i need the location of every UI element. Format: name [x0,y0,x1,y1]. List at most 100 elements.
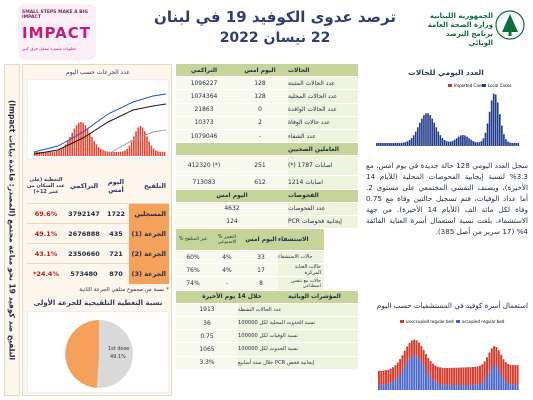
bed-occupied-bar [394,379,397,390]
vaccine-doses-svg [33,93,167,156]
table-row: 60% 4% 33 حالات الاستشفاء [176,251,358,265]
daily-case-bar [482,138,485,146]
legend-local-label: Local Cases [488,83,512,88]
hosp-header-label: الاستشفاء [278,229,324,251]
vaccine-dose-bar [58,150,60,156]
cell-cumulative: 412320 (*) [176,156,232,176]
daily-case-bar [501,125,503,146]
bed-occupied-bar [474,384,477,390]
health-workers-header: العاملين الصحيين [288,143,358,156]
cell-yesterday: 33 [244,251,278,264]
daily-case-bar [433,122,435,146]
daily-case-bar [419,122,421,146]
vaccine-dose-bar [117,151,120,156]
vaccine-dose-bar [122,151,124,156]
impact-logo: SMALL STEPS MAKE A BIG IMPACT IMPACT خطو… [18,4,96,60]
vaccine-doses-chart [27,79,169,159]
hosp-header-yesterday: اليوم امس [244,229,278,251]
bed-occupied-bar [446,384,449,390]
daily-case-bar [382,142,384,146]
bed-unoccupied-bar [406,346,409,362]
bed-occupied-bar [389,383,392,390]
legend-occupied-swatch [456,320,460,323]
cell-label: نسبة الحدوث المحلية لكل 100000 [238,317,358,330]
bed-occupied-bar [403,365,406,390]
bed-occupied-bar [413,355,416,390]
bed-unoccupied-bar [476,366,479,385]
table-row: 1096227 128 عدد الحالات المثبتة [176,77,358,91]
row-coverage: 49.1% [34,229,58,238]
vaccine-dose-bar [53,151,56,156]
daily-case-bar [488,111,491,146]
cell-value: 1065 [176,343,238,356]
daily-case-bar [392,142,394,146]
daily-case-bar [406,141,409,146]
vaccine-dose-bar [89,132,91,156]
bed-occupied-bar [387,383,390,390]
vaccine-dose-bar [141,127,144,156]
row-yesterday: 435 [109,229,123,238]
daily-case-bar [458,136,460,146]
bed-occupied-bar [469,384,472,390]
row-coverage: 24.4%* [33,269,59,278]
vaccine-dose-bar [95,144,98,156]
bed-unoccupied-bar [385,370,387,385]
bed-unoccupied-bar [464,367,467,385]
bed-unoccupied-bar [441,367,444,385]
bed-occupied-bar [460,384,463,390]
bed-unoccupied-bar [450,367,453,385]
bed-unoccupied-bar [495,346,498,366]
vacc-header-coverage: التغطية (على عدد السكان من عمر 12+) [27,177,65,195]
daily-case-bar [496,102,499,146]
row-cumulative: 573480 [70,269,98,278]
bed-unoccupied-bar [460,367,463,385]
vaccination-table: التلقيح اليوم أمس التراكمي التغطية (على … [27,169,169,284]
cell-cumulative: 1096227 [176,77,232,90]
bed-unoccupied-bar [509,364,512,385]
cell-yesterday: 128 [232,77,288,90]
vaccine-dose-bar [67,140,69,156]
bed-occupied-bar [514,384,517,390]
bed-unoccupied-bar [408,342,411,359]
bed-occupied-bar [392,381,394,390]
bed-occupied-bar [427,373,430,390]
bed-occupied-bar [399,373,402,390]
bed-unoccupied-bar [427,357,430,374]
daily-case-bar [384,142,386,146]
coverage-pie-chart: 1st dose 49.1% [27,311,169,393]
bed-unoccupied-bar [387,369,390,384]
table-row: 1913 عدد الحالات النشطة [176,303,358,317]
daily-case-bar [499,114,501,146]
vacc-header-label: التلقيح [144,182,166,190]
daily-case-bar [476,142,479,146]
bed-occupied-bar [439,383,441,390]
daily-case-bar [417,127,419,146]
vaccine-dose-bar [157,151,159,156]
cell-label: نسبة الحدوث لكل 100000 [238,343,358,356]
bed-occupied-bar [511,384,514,390]
row-label: الجرعة (2) [129,243,169,264]
indicators-header-label: المؤشرات الوبائية [288,290,358,303]
daily-case-bar [390,142,392,146]
daily-case-bar [441,137,444,146]
bed-unoccupied-bar [479,365,481,384]
vaccine-dose-bar [148,141,150,156]
vaccine-dose-bar [159,151,161,156]
indicators-header-row: خلال 14 يوم الأخيرة المؤشرات الوبائية [176,290,358,304]
bed-unoccupied-bar [389,368,392,384]
cell-yesterday: 612 [232,176,288,189]
bed-unoccupied-bar [392,367,394,382]
vaccine-dose-bar [56,150,58,156]
vaccine-dose-bar [91,137,93,156]
vaccine-dose-bar [69,137,71,156]
vaccine-dose-bar [47,151,49,156]
bed-occupied-bar [420,361,423,390]
row-yesterday: 870 [109,269,123,278]
bed-unoccupied-bar [511,365,514,385]
daily-case-bar [439,135,442,146]
cell-label: عدد الحالات الوافدة [288,103,358,116]
daily-case-bar [388,142,390,146]
vaccine-dose-bar [100,148,102,156]
bed-occupied-bar [406,361,409,390]
bed-occupied-bar [417,358,420,390]
